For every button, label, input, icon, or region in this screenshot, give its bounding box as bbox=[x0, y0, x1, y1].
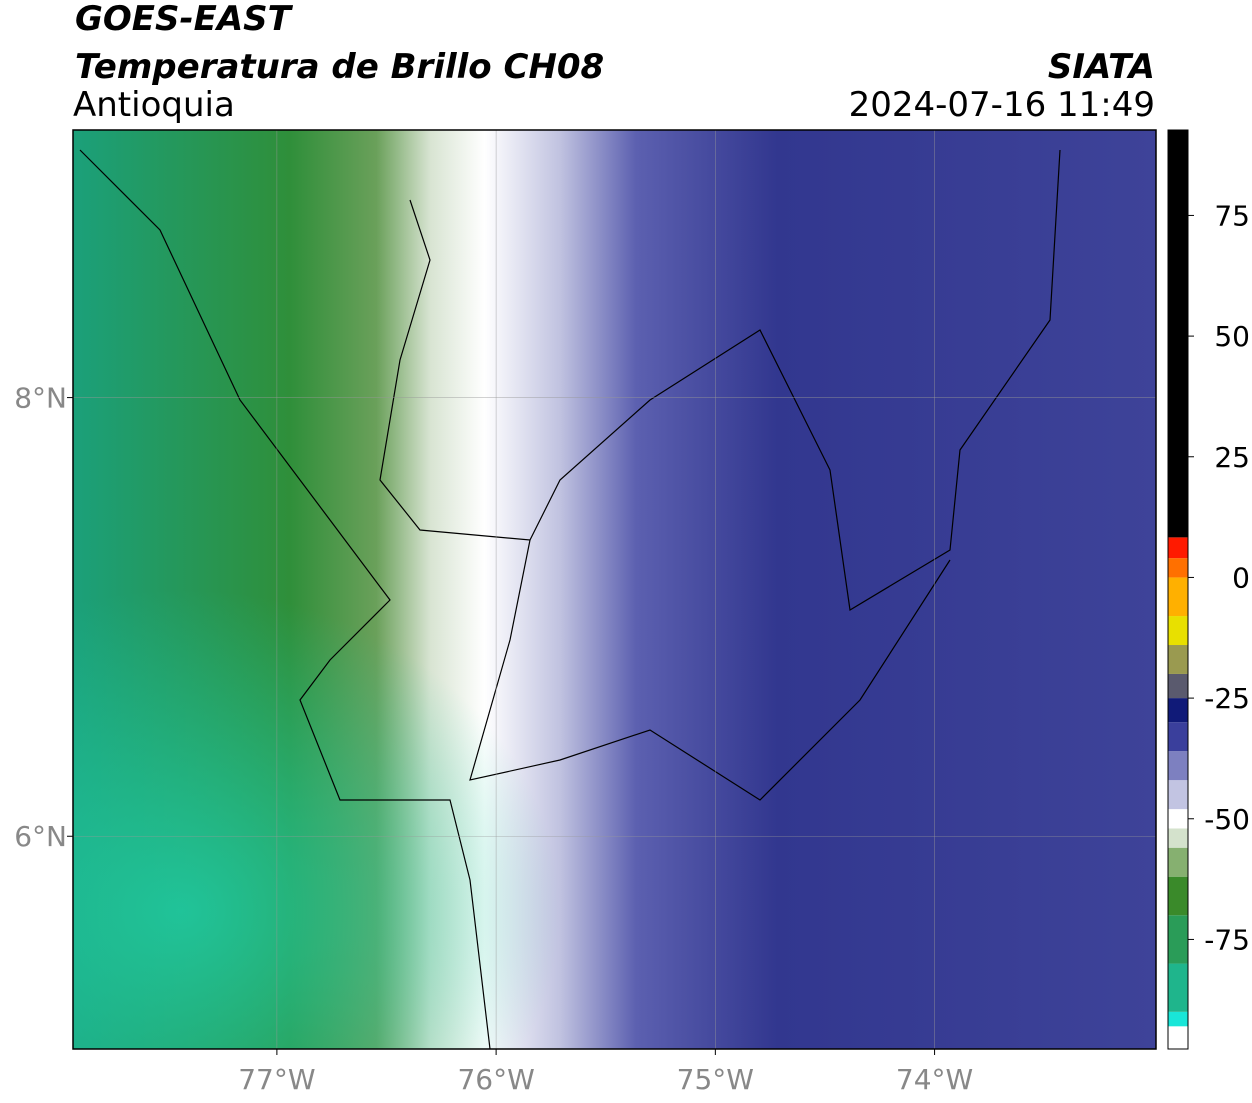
colorbar-segment bbox=[1168, 645, 1188, 674]
colorbar-segment bbox=[1168, 751, 1188, 781]
colorbar-segment bbox=[1168, 847, 1188, 877]
colorbar-segment bbox=[1168, 722, 1188, 752]
colorbar-tick-label: 50 bbox=[1214, 320, 1250, 353]
map-frame bbox=[72, 129, 1157, 1050]
colorbar-tick-label: -75 bbox=[1204, 923, 1250, 956]
colorbar-segment bbox=[1168, 963, 1188, 1012]
colorbar-segment bbox=[1168, 809, 1188, 829]
colorbar-segment bbox=[1168, 616, 1188, 646]
colorbar-segment bbox=[1168, 1026, 1188, 1049]
colorbar-tick-label: -25 bbox=[1204, 682, 1250, 715]
colorbar-segment bbox=[1168, 673, 1188, 699]
colorbar-segment bbox=[1168, 130, 1188, 538]
colorbar-segment bbox=[1168, 537, 1188, 559]
region: Antioquia bbox=[73, 85, 235, 125]
subtitle: Temperatura de Brillo CH08 bbox=[75, 47, 604, 87]
colorbar-segment bbox=[1168, 876, 1188, 916]
colorbar-tick-label: 0 bbox=[1232, 561, 1250, 594]
colorbar-frame bbox=[1167, 129, 1189, 1050]
x-tick-label: 77°W bbox=[238, 1063, 315, 1096]
x-tick-label: 75°W bbox=[677, 1063, 754, 1096]
title: GOES-EAST bbox=[75, 0, 294, 39]
map-field bbox=[73, 130, 1156, 1049]
temperature-field bbox=[73, 130, 1156, 1049]
colorbar-tick-label: 25 bbox=[1214, 441, 1250, 474]
timestamp: 2024-07-16 11:49 bbox=[849, 85, 1155, 125]
border bbox=[379, 149, 1061, 611]
colorbar-tick-label: -50 bbox=[1204, 803, 1250, 836]
source: SIATA bbox=[1048, 47, 1155, 87]
border bbox=[79, 149, 491, 1049]
colorbar-segment bbox=[1168, 577, 1188, 617]
y-tick-label: 8°N bbox=[14, 382, 67, 415]
colorbar-segment bbox=[1168, 1011, 1188, 1027]
colorbar-segment bbox=[1168, 828, 1188, 848]
colorbar-segment bbox=[1168, 915, 1188, 964]
border bbox=[469, 539, 951, 801]
x-tick-label: 74°W bbox=[896, 1063, 973, 1096]
colorbar-segment bbox=[1168, 780, 1188, 810]
colorbar-segment bbox=[1168, 558, 1188, 578]
y-tick-label: 6°N bbox=[14, 820, 67, 853]
x-tick-label: 76°W bbox=[457, 1063, 534, 1096]
colorbar-tick-label: 75 bbox=[1214, 199, 1250, 232]
colorbar-segment bbox=[1168, 698, 1188, 723]
